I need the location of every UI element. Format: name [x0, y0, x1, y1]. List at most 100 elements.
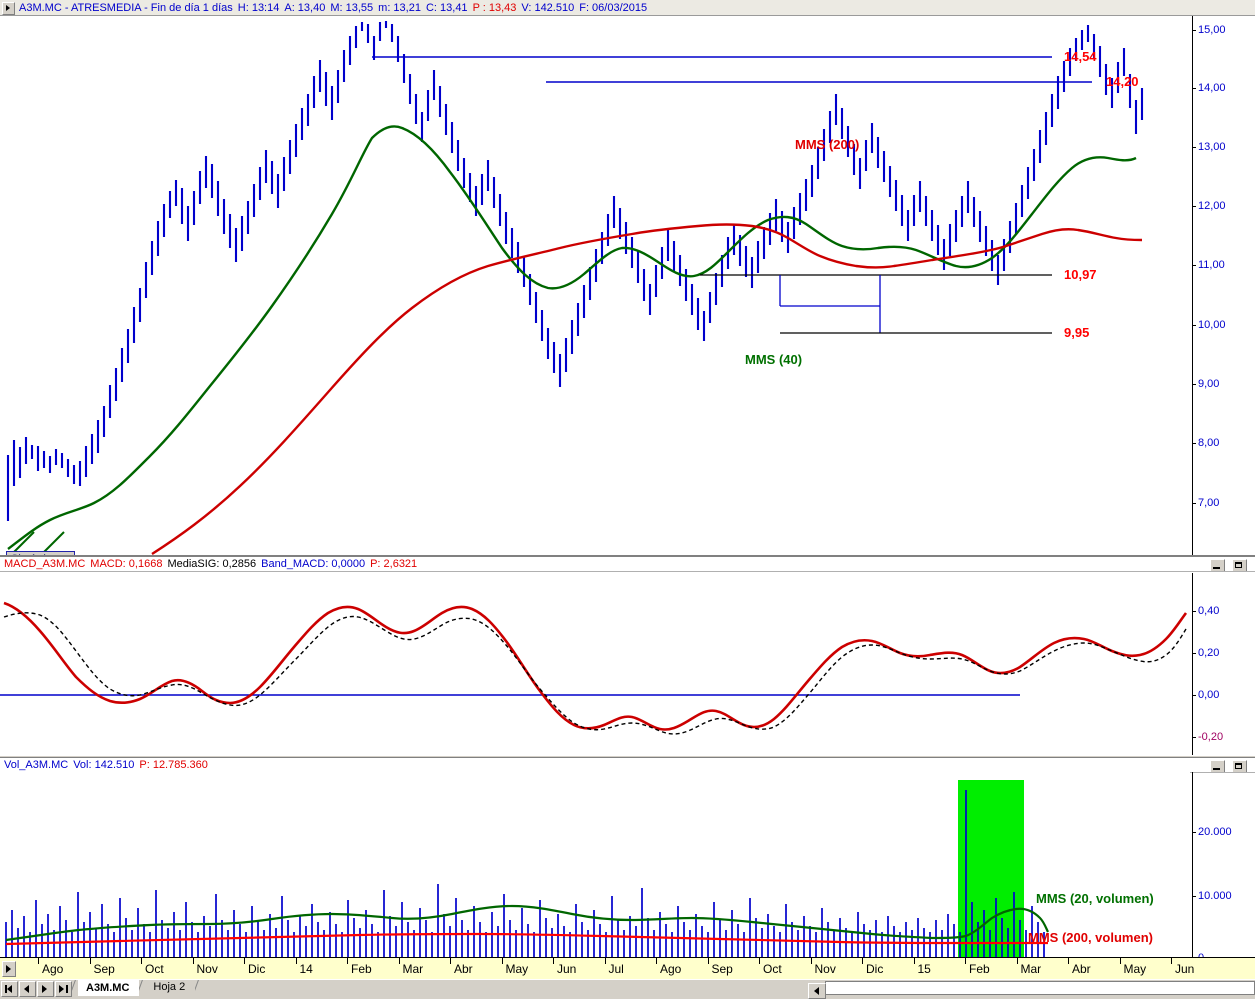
title-last-price: P : 13,43 — [472, 2, 517, 14]
macd-p-value: P: 2,6321 — [370, 558, 418, 570]
tab-next-button[interactable] — [37, 981, 54, 997]
price-tick — [1192, 147, 1196, 148]
date-tick — [141, 958, 142, 964]
date-tick — [1119, 958, 1121, 964]
macd-plot-area[interactable] — [0, 573, 1190, 755]
macd-window-buttons — [1208, 559, 1252, 571]
date-tick — [604, 958, 606, 964]
date-tick-label: Nov — [814, 962, 836, 976]
annotation-mms200: MMS (200) — [795, 137, 860, 152]
date-tick-label: May — [1123, 962, 1147, 976]
date-tick — [1171, 958, 1172, 964]
macd-value: MACD: 0,1668 — [90, 558, 163, 570]
price-tick — [1192, 30, 1196, 31]
title-close: C: 13,41 — [425, 2, 468, 14]
volume-tick-label: 10.000 — [1198, 890, 1232, 902]
no-orders-button[interactable]: Sin órdenes — [6, 551, 75, 555]
date-tick — [501, 958, 503, 964]
date-tick-label: Oct — [763, 962, 782, 976]
tab-last-button[interactable] — [55, 981, 72, 997]
tab-hoja-2[interactable]: Hoja 2 — [145, 980, 196, 995]
macd-header: MACD_A3M.MC MACD: 0,1668 MediaSIG: 0,2856 B… — [0, 557, 1255, 572]
price-series-graphic — [6, 21, 1144, 555]
price-axis-line — [1192, 16, 1193, 555]
price-tick-label: 12,00 — [1198, 200, 1226, 212]
date-tick — [450, 958, 451, 964]
date-tick-label: Jul — [608, 962, 624, 976]
price-tick — [1192, 325, 1196, 326]
date-tick-label: May — [505, 962, 529, 976]
date-axis-scroll-left-button[interactable] — [2, 961, 16, 977]
date-tick — [295, 958, 297, 964]
macd-tick — [1192, 611, 1196, 612]
price-tick-label: 13,00 — [1198, 141, 1226, 153]
tab-divider — [195, 980, 203, 995]
date-tick-label: Jun — [1175, 962, 1195, 976]
macd-tick-label: 0,20 — [1198, 647, 1220, 659]
price-tick-label: 10,00 — [1198, 319, 1226, 331]
chart-title-bar: A3M.MC - ATRESMEDIA - Fin de día 1 días H… — [0, 0, 1255, 16]
macd-y-axis: 0,40 0,20 0,00 -0,20 — [1192, 573, 1255, 755]
macd-minimize-button[interactable] — [1210, 559, 1225, 571]
date-tick — [192, 958, 194, 964]
macd-tick-label: 0,00 — [1198, 689, 1220, 701]
macd-signal-value: MediaSIG: 0,2856 — [167, 558, 257, 570]
volume-mms20-line — [5, 904, 1049, 942]
price-tick — [1192, 88, 1196, 89]
date-tick-label: 15 — [917, 962, 931, 976]
date-tick — [1016, 958, 1018, 964]
date-tick — [398, 958, 400, 964]
volume-mms200-line — [5, 932, 1048, 946]
macd-tick — [1192, 737, 1196, 738]
date-tick — [810, 958, 812, 964]
volume-tick-label: 20.000 — [1198, 826, 1232, 838]
date-tick — [553, 958, 554, 964]
macd-title: MACD_A3M.MC — [4, 558, 86, 570]
level-label-10-97: 10,97 — [1064, 267, 1097, 282]
title-hour: H: 13:14 — [237, 2, 280, 14]
macd-line — [3, 601, 1188, 731]
volume-tick — [1192, 832, 1196, 833]
level-label-9-95: 9,95 — [1064, 325, 1090, 340]
price-tick-label: 11,00 — [1198, 259, 1225, 271]
date-tick — [862, 958, 863, 964]
price-tick — [1192, 265, 1196, 266]
macd-maximize-button[interactable] — [1232, 559, 1247, 571]
price-tick-label: 7,00 — [1198, 497, 1220, 509]
date-axis[interactable]: Ago Sep Oct Nov Dic 14 Feb Mar Abr May Jun Jul Ago Se… — [0, 957, 1255, 979]
system-menu-button[interactable] — [2, 2, 15, 15]
title-low: m: 13,21 — [378, 2, 421, 14]
price-tick-label: 14,00 — [1198, 82, 1226, 94]
date-tick — [244, 958, 245, 964]
order-marker-line-b — [43, 531, 65, 553]
tab-first-button[interactable] — [1, 981, 18, 997]
date-tick — [1068, 958, 1069, 964]
price-plot-area[interactable]: MMS (200) MMS (40) 14,54 14,20 10,97 9,9… — [0, 16, 1190, 555]
date-tick — [759, 958, 760, 964]
price-tick — [1192, 443, 1196, 444]
sheet-tab-strip: A3M.MC Hoja 2 — [0, 979, 1255, 999]
date-tick — [347, 958, 348, 964]
volume-minimize-button[interactable] — [1210, 760, 1225, 772]
tab-horizontal-scrollbar[interactable] — [808, 981, 1255, 999]
volume-plot-area[interactable]: MMS (20, volumen) MMS (200, volumen) — [0, 772, 1190, 958]
date-tick-label: Jun — [557, 962, 577, 976]
date-tick-label: 14 — [299, 962, 313, 976]
tab-scroll-left-button[interactable] — [808, 983, 826, 999]
macd-tick-label: -0,20 — [1198, 731, 1224, 743]
title-symbol: A3M.MC - ATRESMEDIA - Fin de día 1 días — [19, 2, 233, 14]
volume-maximize-button[interactable] — [1232, 760, 1247, 772]
tab-a3m-mc[interactable]: A3M.MC — [78, 980, 140, 996]
level-label-14-54: 14,54 — [1064, 49, 1097, 64]
price-tick — [1192, 384, 1196, 385]
annotation-mms40: MMS (40) — [745, 352, 803, 367]
macd-tick — [1192, 653, 1196, 654]
date-tick — [89, 958, 91, 964]
price-tick — [1192, 503, 1196, 504]
date-tick — [38, 958, 39, 964]
price-tick-label: 8,00 — [1198, 437, 1220, 449]
price-tick-label: 15,00 — [1198, 24, 1226, 36]
macd-panel: MACD_A3M.MC MACD: 0,1668 MediaSIG: 0,2856 B… — [0, 556, 1255, 756]
volume-y-axis: 20.000 10.000 0 — [1192, 772, 1255, 964]
tab-prev-button[interactable] — [19, 981, 36, 997]
